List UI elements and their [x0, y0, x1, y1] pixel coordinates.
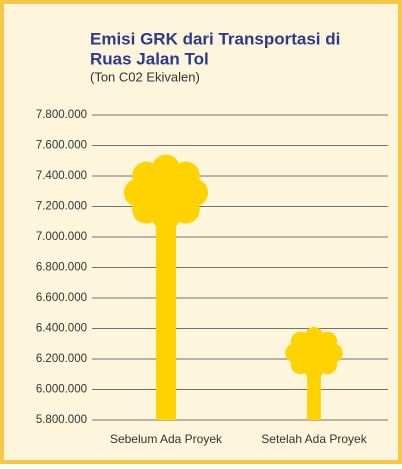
chart-subtitle: (Ton C02 Ekivalen): [90, 69, 200, 84]
x-tick-label: Setelah Ada Proyek: [261, 432, 367, 446]
y-tick-label: 6.800.000: [36, 262, 87, 274]
y-tick-label: 7.200.000: [36, 201, 87, 213]
chart-title: Emisi GRK dari Transportasi di: [90, 29, 340, 48]
chart-title: Ruas Jalan Tol: [90, 49, 209, 68]
y-tick-label: 7.400.000: [36, 170, 87, 182]
y-tick-label: 6.600.000: [36, 292, 87, 304]
y-tick-label: 6.400.000: [36, 323, 87, 335]
y-tick-label: 7.000.000: [36, 231, 87, 243]
x-tick-label: Sebelum Ada Proyek: [110, 432, 223, 446]
y-tick-label: 6.200.000: [36, 353, 87, 365]
y-tick-label: 7.600.000: [36, 140, 87, 152]
y-tick-label: 7.800.000: [36, 109, 87, 121]
y-tick-label: 6.000.000: [36, 384, 87, 396]
y-tick-label: 5.800.000: [36, 414, 87, 426]
chart: Emisi GRK dari Transportasi di Ruas Jala…: [0, 0, 402, 464]
